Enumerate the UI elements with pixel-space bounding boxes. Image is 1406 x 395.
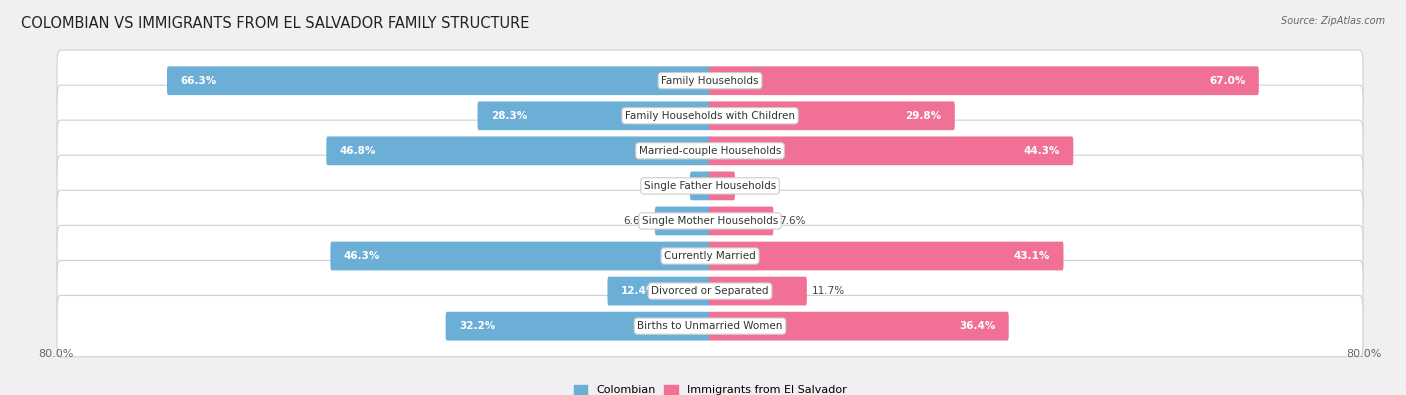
FancyBboxPatch shape (709, 136, 1073, 165)
Text: 66.3%: 66.3% (180, 76, 217, 86)
Text: 32.2%: 32.2% (460, 321, 495, 331)
FancyBboxPatch shape (58, 120, 1362, 182)
FancyBboxPatch shape (446, 312, 711, 340)
Text: 6.6%: 6.6% (623, 216, 650, 226)
Text: 2.9%: 2.9% (741, 181, 766, 191)
FancyBboxPatch shape (58, 190, 1362, 252)
FancyBboxPatch shape (58, 225, 1362, 287)
Text: 12.4%: 12.4% (621, 286, 658, 296)
Text: 7.6%: 7.6% (779, 216, 806, 226)
FancyBboxPatch shape (690, 171, 711, 200)
FancyBboxPatch shape (330, 242, 711, 271)
Text: Family Households with Children: Family Households with Children (626, 111, 794, 121)
Text: Source: ZipAtlas.com: Source: ZipAtlas.com (1281, 16, 1385, 26)
Text: 43.1%: 43.1% (1014, 251, 1050, 261)
FancyBboxPatch shape (709, 171, 735, 200)
Text: Single Father Households: Single Father Households (644, 181, 776, 191)
Text: 29.8%: 29.8% (905, 111, 941, 121)
FancyBboxPatch shape (58, 50, 1362, 111)
Text: 46.3%: 46.3% (344, 251, 380, 261)
FancyBboxPatch shape (709, 207, 773, 235)
FancyBboxPatch shape (709, 276, 807, 305)
FancyBboxPatch shape (709, 66, 1258, 95)
Text: 11.7%: 11.7% (813, 286, 845, 296)
Text: 36.4%: 36.4% (959, 321, 995, 331)
Text: 44.3%: 44.3% (1024, 146, 1060, 156)
FancyBboxPatch shape (58, 85, 1362, 147)
Text: Divorced or Separated: Divorced or Separated (651, 286, 769, 296)
FancyBboxPatch shape (167, 66, 711, 95)
FancyBboxPatch shape (478, 102, 711, 130)
Text: 2.3%: 2.3% (658, 181, 685, 191)
Text: Single Mother Households: Single Mother Households (643, 216, 778, 226)
FancyBboxPatch shape (655, 207, 711, 235)
FancyBboxPatch shape (58, 155, 1362, 216)
FancyBboxPatch shape (709, 102, 955, 130)
Text: Family Households: Family Households (661, 76, 759, 86)
Text: COLOMBIAN VS IMMIGRANTS FROM EL SALVADOR FAMILY STRUCTURE: COLOMBIAN VS IMMIGRANTS FROM EL SALVADOR… (21, 16, 530, 31)
Text: Married-couple Households: Married-couple Households (638, 146, 782, 156)
Text: Currently Married: Currently Married (664, 251, 756, 261)
Text: Births to Unmarried Women: Births to Unmarried Women (637, 321, 783, 331)
FancyBboxPatch shape (58, 295, 1362, 357)
FancyBboxPatch shape (607, 276, 711, 305)
FancyBboxPatch shape (58, 260, 1362, 322)
Legend: Colombian, Immigrants from El Salvador: Colombian, Immigrants from El Salvador (569, 380, 851, 395)
FancyBboxPatch shape (709, 312, 1008, 340)
Text: 28.3%: 28.3% (491, 111, 527, 121)
Text: 46.8%: 46.8% (340, 146, 377, 156)
Text: 67.0%: 67.0% (1209, 76, 1246, 86)
FancyBboxPatch shape (709, 242, 1063, 271)
FancyBboxPatch shape (326, 136, 711, 165)
